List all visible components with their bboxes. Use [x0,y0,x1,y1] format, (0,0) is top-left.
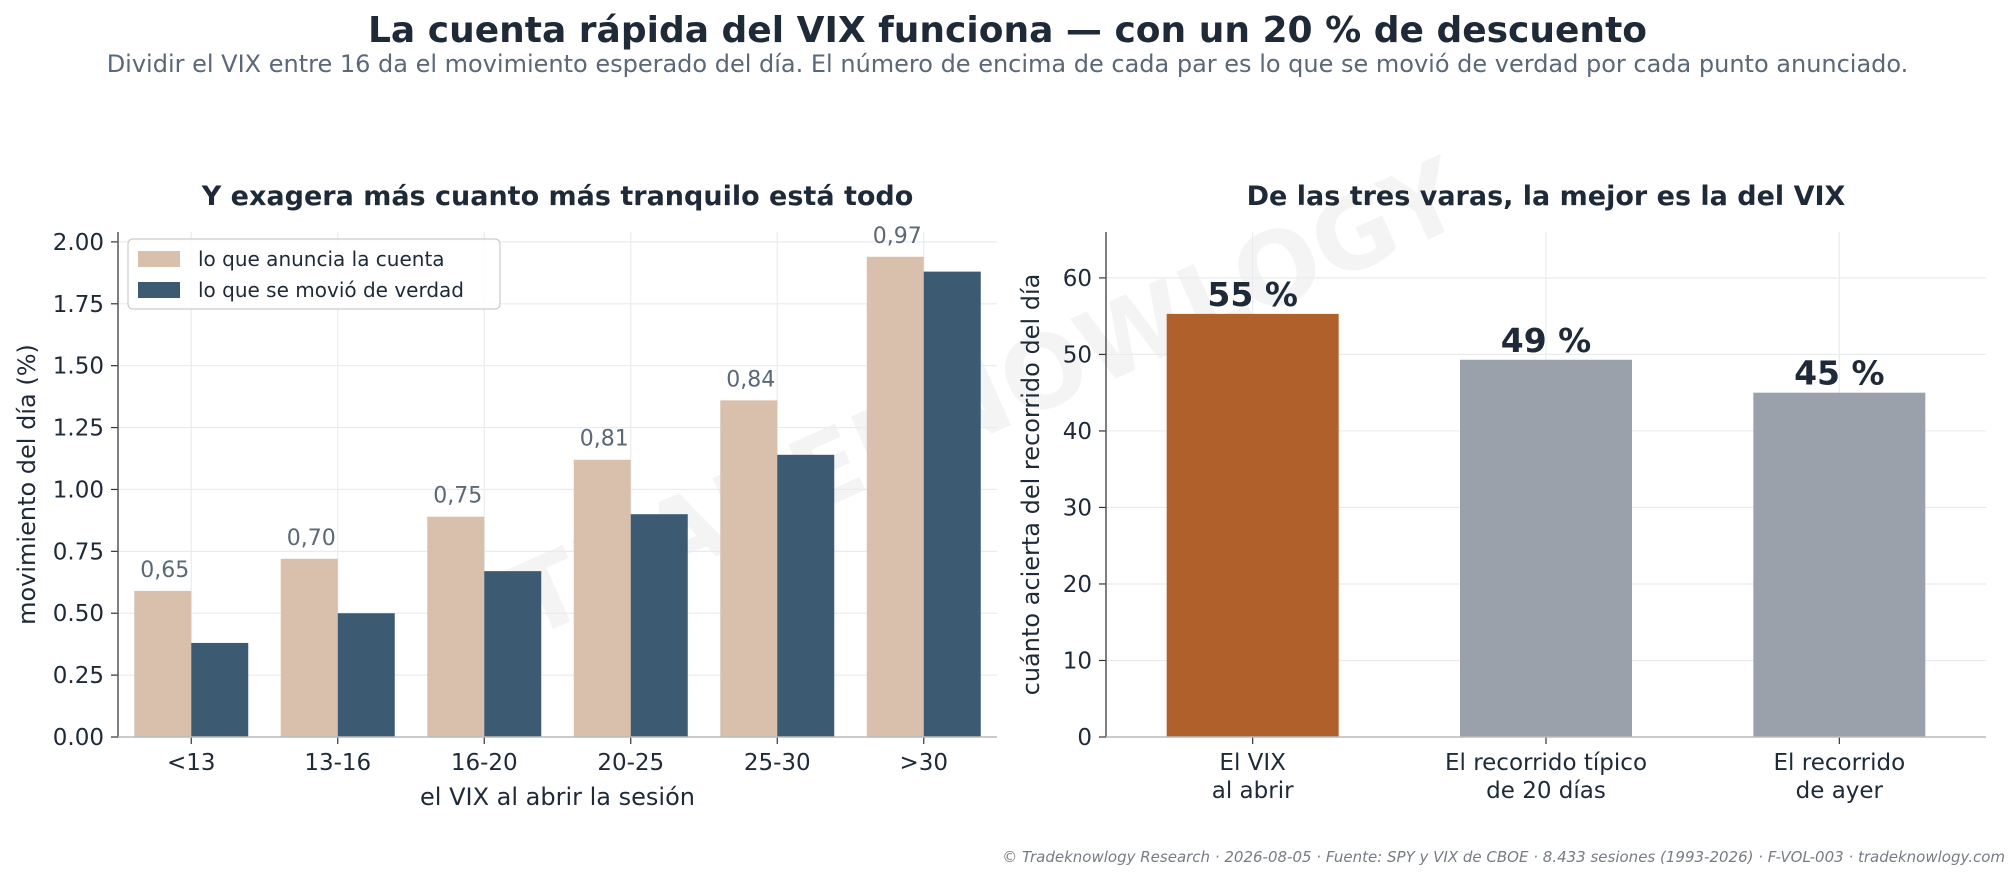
ratio-label: 0,81 [580,427,629,452]
x-tick-label: El VIX [1219,750,1286,776]
bar-announced [427,516,485,737]
bar-actual [777,454,835,737]
y-tick-label: 20 [1063,572,1092,598]
x-tick-label: >30 [899,750,948,776]
x-tick-label: El recorrido típico [1445,750,1647,776]
legend-swatch [138,251,180,267]
x-tick-label: <13 [167,750,216,776]
page-title: La cuenta rápida del VIX funciona — con … [367,10,1648,51]
x-tick-label: 25-30 [744,750,811,776]
bar-actual [923,271,981,737]
bar-announced [134,590,192,737]
y-tick-label: 50 [1063,342,1092,368]
value-label: 45 % [1794,354,1884,393]
bar-actual [484,571,542,737]
x-tick-label: al abrir [1212,778,1294,804]
legend-box [127,238,501,310]
bar-method [1753,392,1926,737]
ratio-label: 0,70 [287,526,336,551]
value-label: 49 % [1501,321,1591,360]
legend-swatch [138,282,180,298]
x-tick-label: 16-20 [451,750,518,776]
x-tick-label: de 20 días [1486,778,1606,804]
y-tick-label: 0.00 [53,725,104,751]
y-tick-label: 1.50 [53,354,104,380]
x-axis-label: el VIX al abrir la sesión [420,783,695,811]
ratio-label: 0,65 [140,558,189,583]
ratio-label: 0,97 [873,224,922,249]
bar-method [1460,359,1632,737]
bar-announced [573,459,631,737]
bar-method [1166,313,1339,737]
y-tick-label: 60 [1063,266,1092,292]
footer-credit: © Tradeknowlogy Research · 2026-08-05 · … [1002,848,2005,866]
x-tick-label: 20-25 [597,750,664,776]
y-axis-label: cuánto acierta del recorrido del día [1017,274,1045,696]
value-label: 55 % [1207,275,1297,314]
legend: lo que anuncia la cuenta lo que se movió … [127,238,501,310]
page-subtitle: Dividir el VIX entre 16 da el movimiento… [106,50,1909,78]
chart-title: Y exagera más cuanto más tranquilo está … [201,181,914,212]
x-tick-label: El recorrido [1774,750,1906,776]
legend-label: lo que se movió de verdad [198,278,464,302]
bar-announced [866,256,924,737]
y-tick-label: 1.75 [53,292,104,318]
y-axis-label: movimiento del día (%) [13,344,41,625]
legend-label: lo que anuncia la cuenta [198,247,445,271]
bar-actual [337,613,395,737]
ratio-label: 0,84 [726,367,775,392]
bar-announced [280,558,338,737]
bar-actual [630,514,688,737]
y-tick-label: 40 [1063,419,1092,445]
y-tick-label: 0 [1077,725,1092,751]
y-tick-label: 0.75 [53,539,104,565]
y-tick-label: 10 [1063,648,1092,674]
bar-actual [191,642,249,737]
chart-title: De las tres varas, la mejor es la del VI… [1247,181,1846,212]
x-tick-label: 13-16 [304,750,371,776]
y-tick-label: 1.25 [53,416,104,442]
y-tick-label: 1.00 [53,477,104,503]
chart-left: 0.00 0.25 0.50 0.75 1.00 1.25 1.50 1.75 2.00 0,65… [13,181,997,811]
ratio-label: 0,75 [433,484,482,509]
y-tick-label: 2.00 [53,230,104,256]
x-tick-label: de ayer [1796,778,1884,804]
bar-announced [720,400,778,737]
y-tick-label: 0.25 [53,663,104,689]
y-tick-label: 0.50 [53,601,104,627]
y-tick-label: 30 [1063,495,1092,521]
